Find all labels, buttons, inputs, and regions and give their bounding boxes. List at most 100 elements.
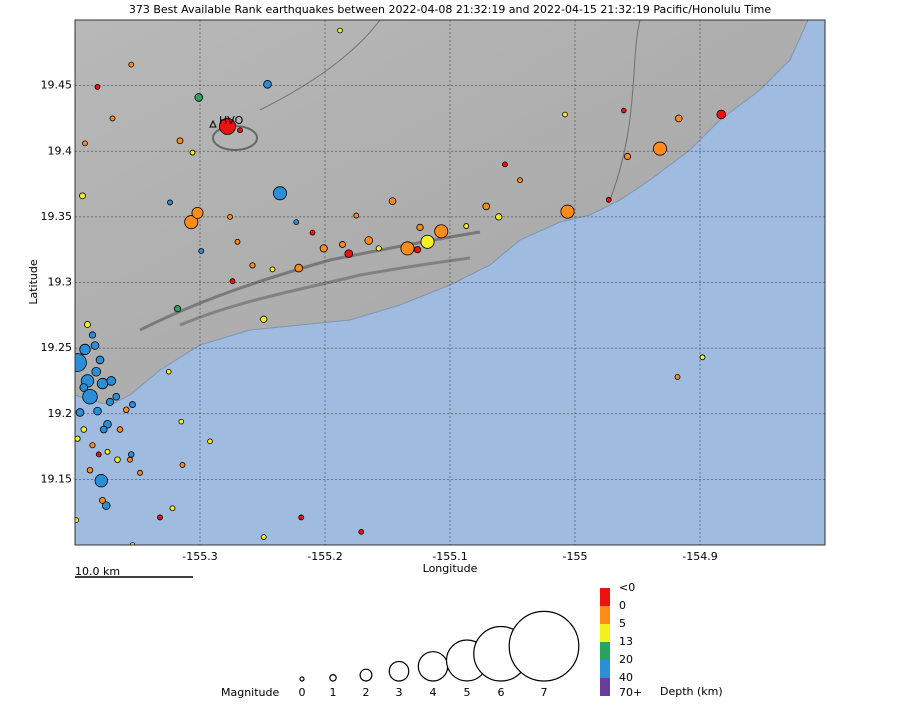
earthquake: [249, 262, 256, 269]
earthquake: [191, 206, 204, 219]
color-legend-label: 40: [619, 671, 633, 684]
earthquake: [229, 278, 236, 285]
earthquake: [234, 238, 241, 245]
color-legend-label: 70+: [619, 686, 642, 699]
earthquake: [173, 305, 182, 313]
earthquake: [364, 236, 374, 245]
color-legend-title: Depth (km): [660, 685, 723, 698]
size-legend-label: 4: [430, 686, 437, 699]
earthquake: [95, 355, 105, 365]
color-legend-label: 13: [619, 635, 633, 648]
earthquake: [109, 115, 116, 122]
earthquake: [82, 388, 98, 405]
size-legend-label: 5: [464, 686, 471, 699]
earthquake: [93, 406, 102, 416]
earthquake: [123, 406, 130, 414]
earthquake: [699, 354, 706, 361]
size-legend-marker: [329, 673, 337, 682]
earthquake: [101, 501, 111, 510]
x-tick-label: -155.2: [307, 550, 342, 563]
earthquake: [653, 141, 667, 156]
color-legend-swatch: [600, 606, 610, 624]
earthquake: [128, 61, 135, 68]
earthquake: [482, 202, 491, 211]
size-legend-label: 2: [363, 686, 370, 699]
earthquake: [167, 199, 173, 206]
size-legend-marker: [417, 651, 449, 682]
grid: [75, 20, 825, 545]
size-legend-label: 7: [541, 686, 548, 699]
earthquake: [198, 248, 205, 254]
earthquake: [179, 462, 186, 468]
earthquake: [353, 212, 360, 219]
x-tick-label: -154.9: [682, 550, 717, 563]
earthquake: [623, 152, 632, 161]
earthquake: [319, 244, 328, 253]
size-legend-label: 6: [498, 686, 505, 699]
earthquake: [605, 196, 612, 203]
size-legend-marker: [299, 676, 305, 682]
y-tick-label: 19.45: [41, 79, 73, 92]
earthquake: [562, 111, 568, 118]
earthquake: [560, 204, 575, 219]
earthquake: [273, 186, 287, 201]
earthquake: [99, 496, 106, 504]
earthquake: [260, 315, 268, 323]
earthquake: [89, 442, 96, 449]
earthquake: [388, 197, 397, 205]
earthquake: [400, 241, 415, 256]
earthquake: [84, 321, 91, 328]
earthquake: [165, 368, 172, 375]
y-tick-label: 19.15: [41, 472, 73, 485]
size-legend-marker: [359, 668, 373, 682]
earthquake: [337, 27, 343, 34]
earthquake: [106, 376, 117, 386]
earthquake: [129, 542, 136, 545]
earthquake: [75, 435, 81, 442]
earthquake: [91, 366, 102, 377]
earthquake: [375, 245, 382, 252]
plot-frame: [74, 19, 826, 546]
earthquake: [416, 223, 424, 231]
size-legend-marker: [508, 610, 580, 682]
earthquake: [157, 514, 163, 521]
size-legend-label: 0: [299, 686, 306, 699]
y-tick-label: 19.25: [41, 341, 73, 354]
earthquake: [105, 397, 115, 406]
earthquake: [176, 137, 184, 145]
earthquake: [94, 474, 108, 488]
size-legend-title: Magnitude: [221, 686, 280, 699]
x-tick-label: -155.1: [432, 550, 467, 563]
x-axis-label: Longitude: [423, 562, 478, 575]
legend: 0 1 2 3 4 5 6 7 <0 0 5 13 20 40 70+: [299, 581, 643, 699]
color-legend-swatch: [600, 588, 610, 606]
earthquake: [104, 448, 111, 455]
y-tick-label: 19.3: [48, 276, 73, 289]
earthquake: [293, 219, 300, 226]
earthquake: [127, 456, 133, 463]
earthquake: [178, 418, 185, 425]
y-axis-label: Latitude: [27, 259, 40, 305]
earthquake: [137, 469, 143, 476]
earthquake: [219, 117, 236, 135]
earthquake: [207, 438, 213, 445]
earthquake: [517, 177, 523, 184]
earthquake: [112, 392, 121, 401]
earthquake: [413, 246, 422, 254]
earthquake: [129, 401, 136, 408]
earthquake: [99, 425, 108, 434]
earthquake: [94, 84, 101, 90]
earthquake: [620, 107, 627, 114]
earthquake: [495, 213, 503, 221]
earthquake: [674, 114, 683, 123]
road: [609, 20, 641, 201]
color-legend-label: 0: [619, 599, 626, 612]
earthquake: [75, 517, 80, 523]
earthquake: [128, 451, 135, 458]
earthquake: [674, 374, 681, 380]
station-label: HVO: [219, 114, 244, 127]
road: [259, 20, 381, 111]
station-marker: [209, 119, 217, 128]
earthquake: [237, 127, 243, 134]
